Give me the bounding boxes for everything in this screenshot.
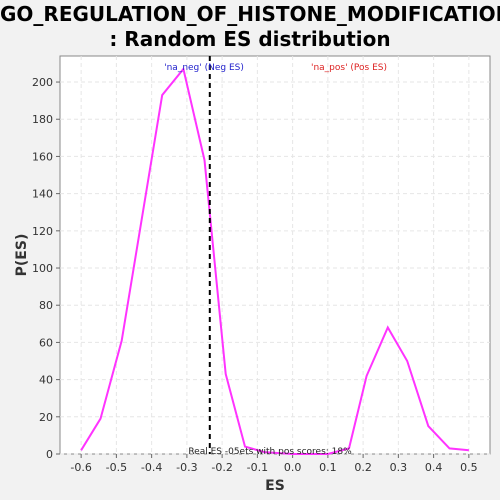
y-tick-label: 80 bbox=[39, 299, 53, 312]
y-tick-label: 60 bbox=[39, 336, 53, 349]
es-distribution-line bbox=[80, 66, 469, 455]
x-tick-label: 0.4 bbox=[425, 461, 443, 474]
x-tick-label: -0.1 bbox=[247, 461, 268, 474]
y-tick-label: 100 bbox=[32, 262, 53, 275]
y-tick-label: 160 bbox=[32, 150, 53, 163]
chart-title-line2: : Random ES distribution bbox=[109, 27, 391, 51]
y-tick-label: 180 bbox=[32, 113, 53, 126]
chart-title: GO_REGULATION_OF_HISTONE_MODIFICATION : … bbox=[0, 2, 500, 52]
x-tick-label: -0.5 bbox=[106, 461, 127, 474]
y-axis-title: P(ES) bbox=[14, 234, 30, 277]
chart-title-line1: GO_REGULATION_OF_HISTONE_MODIFICATION bbox=[0, 2, 500, 26]
neg-es-label: 'na_neg' (Neg ES) bbox=[164, 63, 244, 73]
y-tick-label: 40 bbox=[39, 374, 53, 387]
y-axis-ticks: 0 20 40 60 80 100 120 140 160 180 200 bbox=[32, 76, 60, 461]
x-tick-label: 0.3 bbox=[390, 461, 408, 474]
y-tick-label: 120 bbox=[32, 225, 53, 238]
real-es-text: Real ES -05ets with pos scores: 18% bbox=[188, 447, 352, 457]
x-tick-label: -0.2 bbox=[211, 461, 232, 474]
grid-lines bbox=[60, 56, 490, 455]
x-axis-ticks: -0.6 -0.5 -0.4 -0.3 -0.2 -0.1 0.0 0.1 0.2 0.3 0.4 0… bbox=[70, 454, 478, 474]
y-tick-label: 0 bbox=[46, 448, 53, 461]
x-tick-label: -0.4 bbox=[141, 461, 162, 474]
y-tick-label: 140 bbox=[32, 188, 53, 201]
series-group bbox=[80, 66, 469, 455]
plot-background bbox=[59, 55, 491, 455]
x-tick-label: -0.6 bbox=[70, 461, 91, 474]
y-tick-label: 20 bbox=[39, 411, 53, 424]
x-tick-label: 0.2 bbox=[354, 461, 372, 474]
x-tick-label: 0.0 bbox=[284, 461, 302, 474]
x-tick-label: 0.1 bbox=[319, 461, 337, 474]
pos-es-label: 'na_pos' (Pos ES) bbox=[311, 63, 387, 73]
x-tick-label: -0.3 bbox=[176, 461, 197, 474]
y-tick-label: 200 bbox=[32, 76, 53, 89]
x-tick-label: 0.5 bbox=[460, 461, 478, 474]
x-axis-title: ES bbox=[265, 478, 285, 494]
